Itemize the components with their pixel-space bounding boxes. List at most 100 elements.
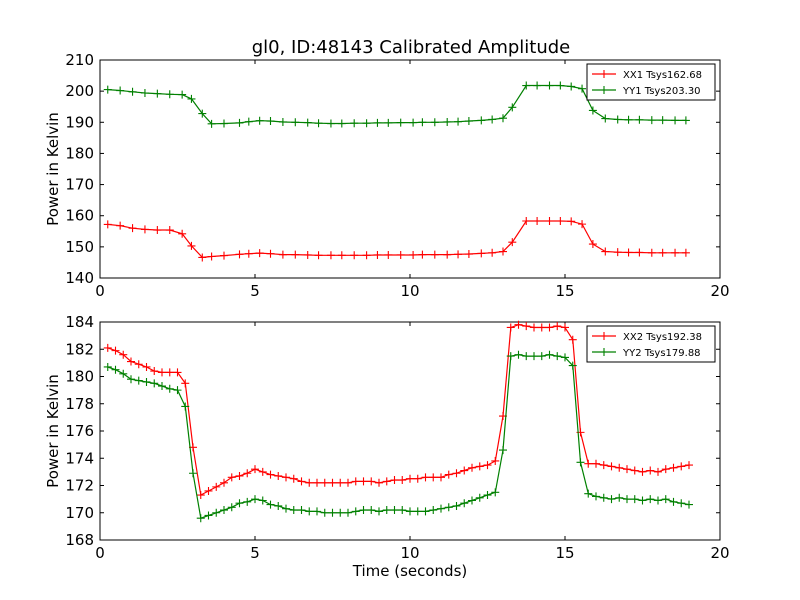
data-point	[430, 250, 439, 259]
data-point	[647, 116, 656, 125]
y-tick-label: 176	[65, 422, 94, 440]
data-point	[444, 503, 453, 512]
data-point	[421, 507, 430, 516]
data-point	[398, 476, 407, 485]
data-point	[351, 507, 360, 516]
data-point	[588, 240, 597, 249]
data-point	[196, 491, 205, 500]
data-point	[601, 114, 610, 123]
y-tick-label: 170	[65, 504, 94, 522]
x-tick-label: 5	[250, 544, 260, 562]
data-point	[336, 508, 345, 517]
data-point	[282, 473, 290, 482]
data-point	[258, 467, 267, 476]
data-point	[483, 461, 492, 470]
data-point	[661, 465, 670, 474]
data-point	[599, 493, 608, 502]
data-point	[255, 249, 264, 258]
top-plot: 0 5 10 15 20 140 150 160 170 180 190 200 210 Power in…	[44, 51, 730, 300]
series-line-2	[107, 354, 690, 520]
x-tick-label: 20	[710, 544, 729, 562]
data-point	[671, 116, 680, 125]
data-point	[413, 474, 422, 483]
data-point	[204, 511, 213, 520]
data-point	[430, 118, 439, 127]
data-point	[220, 119, 228, 128]
data-point	[344, 478, 352, 487]
data-point	[530, 352, 538, 361]
data-point	[390, 476, 399, 485]
x-tick-label: 15	[555, 544, 574, 562]
data-point	[537, 352, 546, 361]
data-point	[344, 508, 352, 517]
data-point	[681, 248, 690, 257]
y-tick-label: 140	[65, 269, 94, 287]
data-point	[266, 249, 275, 258]
data-point	[303, 118, 312, 127]
data-point	[359, 477, 368, 486]
data-point	[266, 117, 275, 126]
data-point	[468, 496, 476, 505]
legend-marker	[600, 332, 608, 340]
data-point	[103, 220, 112, 229]
data-point	[227, 473, 236, 482]
data-point	[669, 497, 678, 506]
data-point	[227, 503, 236, 512]
y-tick-label: 180	[65, 368, 94, 386]
data-point	[212, 482, 221, 491]
data-point	[630, 495, 639, 504]
data-point	[409, 250, 418, 259]
data-point	[499, 114, 507, 123]
data-point	[103, 85, 112, 94]
data-point	[578, 220, 587, 229]
data-point	[243, 469, 252, 478]
data-point	[553, 322, 562, 331]
data-point	[337, 119, 346, 128]
data-point	[274, 501, 283, 510]
data-point	[142, 377, 151, 386]
data-point	[382, 506, 391, 515]
data-point	[243, 497, 252, 506]
data-point	[384, 118, 393, 127]
data-point	[553, 352, 562, 361]
x-tick-label: 5	[250, 282, 260, 300]
data-point	[282, 504, 290, 513]
data-point	[373, 118, 382, 127]
data-point	[320, 478, 329, 487]
data-point	[384, 250, 393, 259]
data-point	[235, 499, 244, 508]
data-point	[638, 467, 647, 476]
data-point	[685, 500, 693, 509]
data-point	[153, 226, 162, 235]
data-point	[375, 478, 383, 487]
data-point	[251, 495, 259, 504]
legend-marker	[600, 86, 608, 94]
data-point	[396, 250, 405, 259]
data-point	[647, 248, 656, 257]
data-point	[313, 478, 321, 487]
data-point	[207, 119, 216, 128]
data-point	[362, 119, 371, 128]
data-point	[235, 118, 244, 127]
data-point	[207, 252, 216, 261]
data-point	[443, 117, 452, 126]
data-point	[244, 249, 253, 258]
data-point	[134, 376, 143, 385]
y-tick-label: 170	[65, 176, 94, 194]
data-point	[460, 466, 469, 475]
data-point	[477, 116, 486, 125]
data-point	[592, 492, 600, 501]
data-point	[514, 350, 523, 359]
data-point	[475, 493, 484, 502]
y-tick-label: 180	[65, 144, 94, 162]
data-point	[429, 506, 438, 515]
data-point	[488, 115, 497, 124]
data-point	[220, 478, 228, 487]
data-point	[669, 463, 678, 472]
data-point	[320, 508, 329, 517]
y-tick-label: 172	[65, 477, 94, 495]
data-point	[661, 495, 670, 504]
data-point	[437, 504, 445, 513]
legend-marker	[600, 70, 608, 78]
data-point	[350, 251, 359, 260]
